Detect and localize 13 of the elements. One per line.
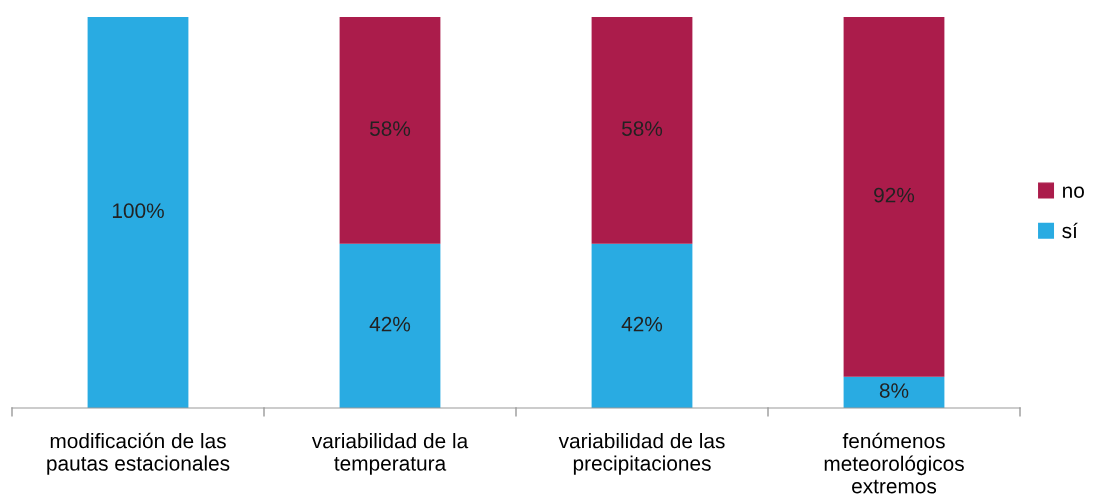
data-label: 100%: [112, 203, 164, 219]
x-tick-label: variabilidad de las precipitaciones: [558, 433, 725, 475]
legend-label: sí: [1062, 222, 1078, 239]
legend-label: no: [1063, 186, 1084, 198]
data-label: 92%: [874, 187, 915, 203]
x-tick-label: modificación de las pautas estacionales: [47, 432, 230, 475]
data-label: 58%: [369, 121, 411, 136]
data-label: 8%: [879, 383, 909, 398]
x-tick-label: fenómenos meteorológicos extremos: [824, 432, 964, 494]
data-label: 58%: [621, 121, 663, 136]
data-label: 42%: [369, 316, 411, 332]
x-tick-label: variabilidad de la temperatura: [311, 433, 469, 475]
data-label: 42%: [621, 316, 663, 332]
